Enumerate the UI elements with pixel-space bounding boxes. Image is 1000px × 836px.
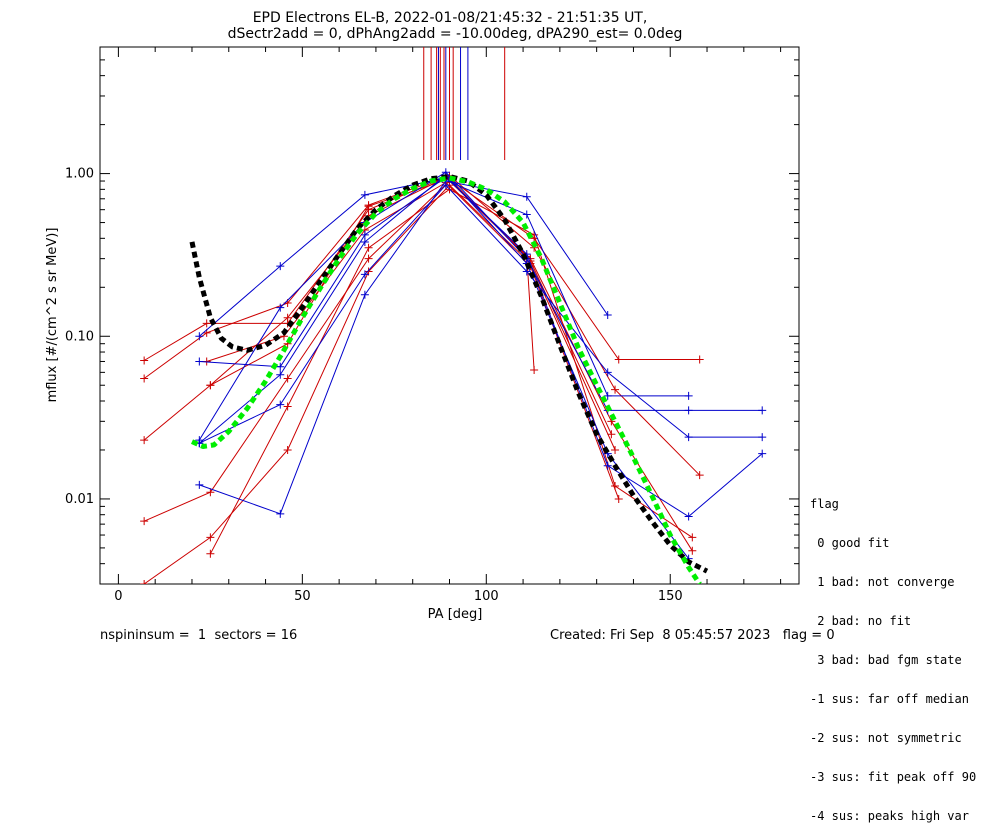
blue-data-point: [276, 400, 285, 409]
y-tick-label: 0.01: [65, 492, 94, 507]
blue-data-point: [522, 192, 531, 201]
red-data-point: [283, 374, 292, 383]
red-data-point: [688, 546, 697, 555]
red-data-point: [530, 366, 539, 375]
blue-data-point: [684, 512, 693, 521]
red-series-line: [143, 184, 616, 584]
legend-item: -2 sus: not symmetric: [810, 731, 962, 745]
red-series-line: [143, 180, 693, 552]
blue-data-point: [603, 461, 612, 470]
red-data-point: [611, 445, 620, 454]
blue-series-line: [198, 178, 689, 397]
fit-curves: [189, 174, 709, 584]
blue-data-point: [603, 368, 612, 377]
blue-data-point: [195, 480, 204, 489]
footer-info: nspininsum = 1 sectors = 16: [100, 628, 298, 643]
footer-created: Created: Fri Sep 8 05:45:57 2023 flag = …: [550, 628, 835, 643]
pitch-angle-chart: EPD Electrons EL-B, 2022-01-08/21:45:32 …: [45, 10, 800, 622]
legend-item: -3 sus: fit peak off 90: [810, 770, 977, 784]
red-data-point: [206, 488, 215, 497]
red-data-point: [607, 430, 616, 439]
red-data-point: [283, 402, 292, 411]
y-tick-label: 1.00: [65, 167, 94, 182]
blue-data-point: [360, 270, 369, 279]
blue-data-point: [758, 449, 767, 458]
x-tick-label: 0: [114, 589, 122, 604]
data-series: [140, 168, 767, 584]
blue-series-line: [199, 176, 763, 518]
y-axis-label: mflux [#/(cm^2 s sr MeV)]: [45, 228, 60, 403]
blue-data-point: [758, 433, 767, 442]
chart-title-line1: EPD Electrons EL-B, 2022-01-08/21:45:32 …: [253, 10, 648, 26]
peak-markers: [423, 47, 506, 160]
y-tick-label: 0.10: [65, 329, 94, 344]
blue-data-point: [360, 190, 369, 199]
legend-title: flag: [810, 497, 839, 511]
red-data-point: [140, 356, 149, 365]
blue-data-point: [522, 210, 531, 219]
x-axis-label: PA [deg]: [428, 607, 483, 622]
chart-title-line2: dSectr2add = 0, dPhAng2add = -10.00deg, …: [228, 26, 683, 42]
red-data-point: [283, 313, 292, 322]
blue-data-point: [441, 181, 450, 190]
red-data-point: [206, 381, 215, 390]
blue-data-point: [603, 391, 612, 400]
x-tick-label: 100: [474, 589, 499, 604]
blue-data-point: [758, 406, 767, 415]
red-data-point: [614, 494, 623, 503]
red-data-point: [364, 243, 373, 252]
red-data-point: [202, 319, 211, 328]
blue-data-point: [276, 370, 285, 379]
legend-item: 0 good fit: [810, 536, 890, 550]
blue-data-point: [360, 290, 369, 299]
red-data-point: [695, 355, 704, 364]
blue-data-point: [276, 509, 285, 518]
axes: 0 50 100 150 0.01 0.10 1.00: [65, 46, 799, 604]
blue-data-point: [603, 311, 612, 320]
blue-series-line: [199, 184, 763, 444]
legend-item: 2 bad: no fit: [810, 614, 912, 628]
x-tick-label: 50: [294, 589, 311, 604]
legend-item: -4 sus: peaks high var: [810, 809, 969, 823]
red-data-point: [695, 471, 704, 480]
red-series-line: [143, 175, 701, 476]
red-data-point: [614, 355, 623, 364]
red-data-point: [283, 445, 292, 454]
blue-data-point: [684, 433, 693, 442]
black-fit-curve: [189, 174, 709, 574]
legend-item: -1 sus: far off median: [810, 692, 969, 706]
red-data-point: [206, 533, 215, 542]
blue-data-point: [684, 406, 693, 415]
red-data-point: [364, 202, 373, 211]
blue-series-line: [199, 180, 609, 515]
blue-data-point: [276, 362, 285, 371]
legend-item: 1 bad: not converge: [810, 575, 955, 589]
blue-data-point: [360, 230, 369, 239]
blue-data-point: [684, 391, 693, 400]
red-data-point: [611, 385, 620, 394]
blue-data-point: [360, 237, 369, 246]
red-data-point: [140, 374, 149, 383]
x-tick-label: 150: [658, 589, 683, 604]
red-data-point: [140, 580, 149, 584]
red-data-point: [364, 254, 373, 263]
blue-data-point: [195, 332, 204, 341]
blue-data-point: [276, 262, 285, 271]
green-fit-curve: [190, 175, 702, 584]
red-data-point: [140, 436, 149, 445]
blue-data-point: [276, 303, 285, 312]
legend-item: 3 bad: bad fgm state: [810, 653, 962, 667]
blue-data-point: [195, 357, 204, 366]
red-data-point: [206, 549, 215, 558]
red-data-point: [688, 533, 697, 542]
flag-legend: flag 0 good fit 1 bad: not converge 2 ba…: [810, 472, 976, 836]
red-data-point: [140, 517, 149, 526]
